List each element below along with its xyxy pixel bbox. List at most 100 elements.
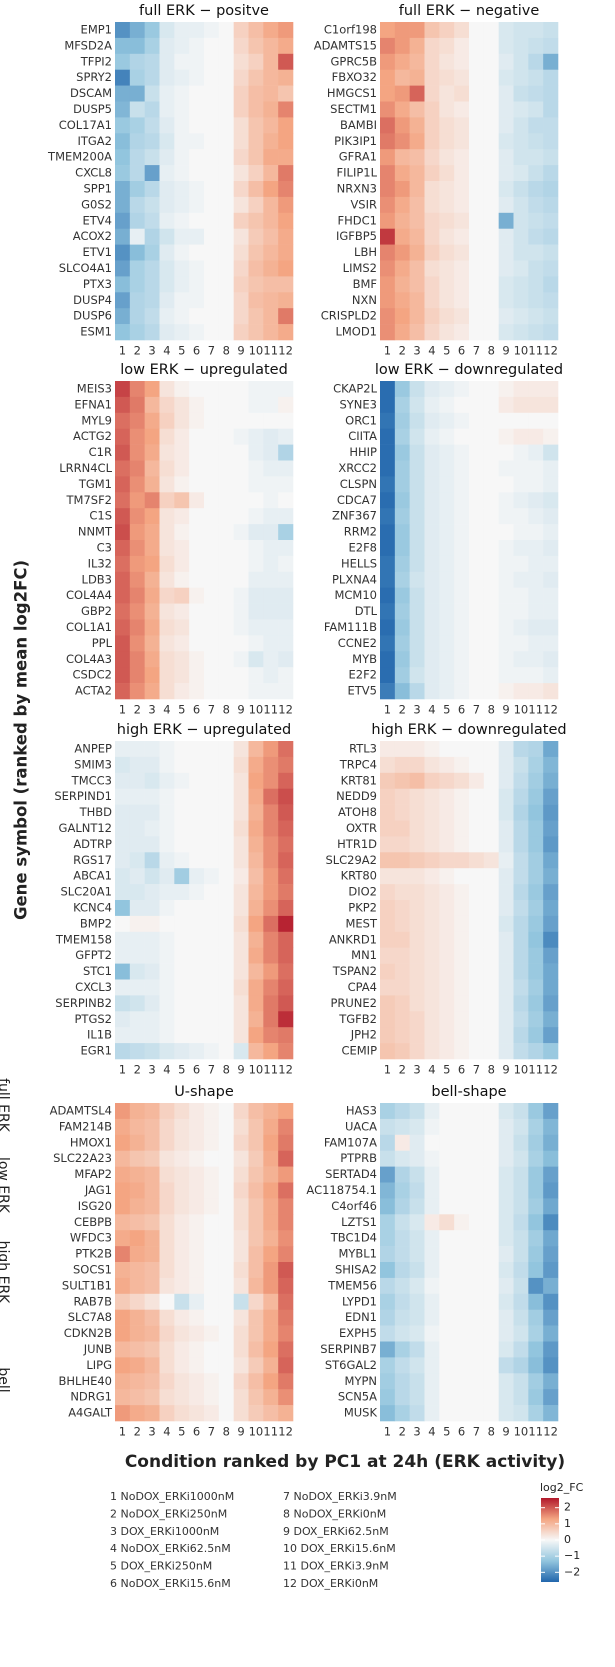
heatmap-cell: [528, 1118, 544, 1136]
condition-label: 4 NoDOX_ERKi62.5nM: [110, 1542, 231, 1555]
heatmap-cell: [424, 915, 440, 933]
heatmap-cell: [513, 683, 529, 700]
heatmap-cell: [233, 1357, 249, 1374]
heatmap-cell: [159, 571, 175, 588]
heatmap-cell: [498, 1405, 514, 1422]
heatmap-cell: [248, 1293, 264, 1310]
condition-label: 9 DOX_ERKi62.5nM: [283, 1525, 389, 1538]
heatmap-cell: [263, 667, 279, 684]
heatmap-cell: [129, 1103, 145, 1120]
heatmap-cell: [483, 1043, 499, 1060]
heatmap-cell: [498, 165, 514, 182]
heatmap-cell: [129, 852, 145, 869]
heatmap-cell: [394, 1262, 410, 1279]
heatmap-cell: [278, 1293, 294, 1310]
heatmap-cell: [528, 460, 544, 477]
heatmap-cell: [115, 324, 131, 341]
heatmap-cell: [543, 741, 559, 758]
heatmap-cell: [483, 741, 499, 758]
heatmap-cell: [233, 444, 249, 461]
heatmap-cell: [263, 931, 279, 948]
heatmap-cell: [204, 22, 220, 39]
heatmap-cell: [543, 667, 559, 684]
heatmap-cell: [218, 1150, 234, 1167]
heatmap-cell: [233, 524, 249, 541]
heatmap-cell: [380, 1277, 396, 1295]
heatmap-cell: [483, 1150, 499, 1167]
heatmap-cell: [380, 1198, 396, 1215]
heatmap-cell: [278, 396, 294, 414]
heatmap-cell: [159, 69, 175, 86]
heatmap-cell: [129, 1246, 145, 1263]
heatmap-cell: [439, 460, 455, 477]
column-label: 1: [119, 344, 126, 358]
heatmap-cell: [543, 308, 559, 325]
heatmap-cell: [528, 85, 544, 102]
heatmap-cell: [469, 820, 485, 837]
heatmap-cell: [439, 1405, 455, 1422]
column-label: 1: [384, 1425, 391, 1439]
column-label: 8: [488, 703, 495, 717]
heatmap-cell: [233, 900, 249, 917]
heatmap-cell: [424, 228, 440, 245]
heatmap-cell: [174, 963, 190, 980]
heatmap-cell: [159, 947, 175, 964]
heatmap-cell: [144, 1246, 160, 1263]
heatmap-cell: [424, 381, 440, 398]
row-label: IGFBP5: [336, 229, 377, 243]
heatmap-cell: [424, 1246, 440, 1263]
heatmap-cell: [233, 1405, 249, 1422]
heatmap-cell: [233, 308, 249, 325]
heatmap-cell: [483, 555, 499, 573]
row-label: RGS17: [73, 853, 112, 867]
column-label: 10: [249, 344, 264, 358]
heatmap-cell: [439, 1166, 455, 1183]
heatmap-cell: [248, 683, 264, 700]
heatmap-cell: [409, 1277, 425, 1295]
heatmap-cell: [144, 1118, 160, 1136]
heatmap-cell: [394, 963, 410, 980]
heatmap-cell: [204, 53, 220, 70]
heatmap-cell: [513, 788, 529, 805]
row-label: GPRC5B: [331, 54, 378, 68]
heatmap-cell: [159, 963, 175, 980]
heatmap-cell: [454, 428, 470, 445]
panel-title: low ERK − upregulated: [120, 362, 288, 378]
heatmap-cell: [204, 852, 220, 869]
heatmap-cell: [115, 1293, 131, 1310]
heatmap-cell: [115, 22, 131, 39]
heatmap-cell: [129, 292, 145, 309]
heatmap-cell: [528, 852, 544, 869]
heatmap-cell: [439, 149, 455, 166]
column-label: 6: [458, 1425, 465, 1439]
heatmap-cell: [543, 947, 559, 964]
heatmap-cell: [424, 1293, 440, 1310]
heatmap-cell: [278, 228, 294, 245]
heatmap-cell: [189, 756, 205, 774]
heatmap-cell: [218, 1373, 234, 1390]
heatmap-cell: [424, 683, 440, 700]
heatmap-cell: [248, 836, 264, 853]
heatmap-cell: [498, 900, 514, 917]
heatmap-cell: [218, 1103, 234, 1120]
heatmap-cell: [233, 85, 249, 102]
row-label: SPP1: [84, 181, 113, 195]
heatmap-cell: [528, 196, 544, 214]
heatmap-cell: [424, 244, 440, 261]
colorbar-tick-label: 2: [564, 1501, 571, 1514]
heatmap-cell: [115, 587, 131, 604]
heatmap-cell: [394, 444, 410, 461]
heatmap-cell: [144, 947, 160, 964]
column-label: 6: [458, 344, 465, 358]
heatmap-cell: [263, 1357, 279, 1374]
heatmap-cell: [528, 133, 544, 150]
heatmap-cell: [454, 37, 470, 55]
heatmap-cell: [115, 292, 131, 309]
heatmap-cell: [454, 995, 470, 1012]
heatmap-cell: [233, 37, 249, 55]
heatmap-cell: [469, 1011, 485, 1028]
row-label: MFSD2A: [64, 38, 112, 52]
heatmap-cell: [144, 1277, 160, 1295]
heatmap-cell: [409, 460, 425, 477]
heatmap-cell: [233, 212, 249, 229]
